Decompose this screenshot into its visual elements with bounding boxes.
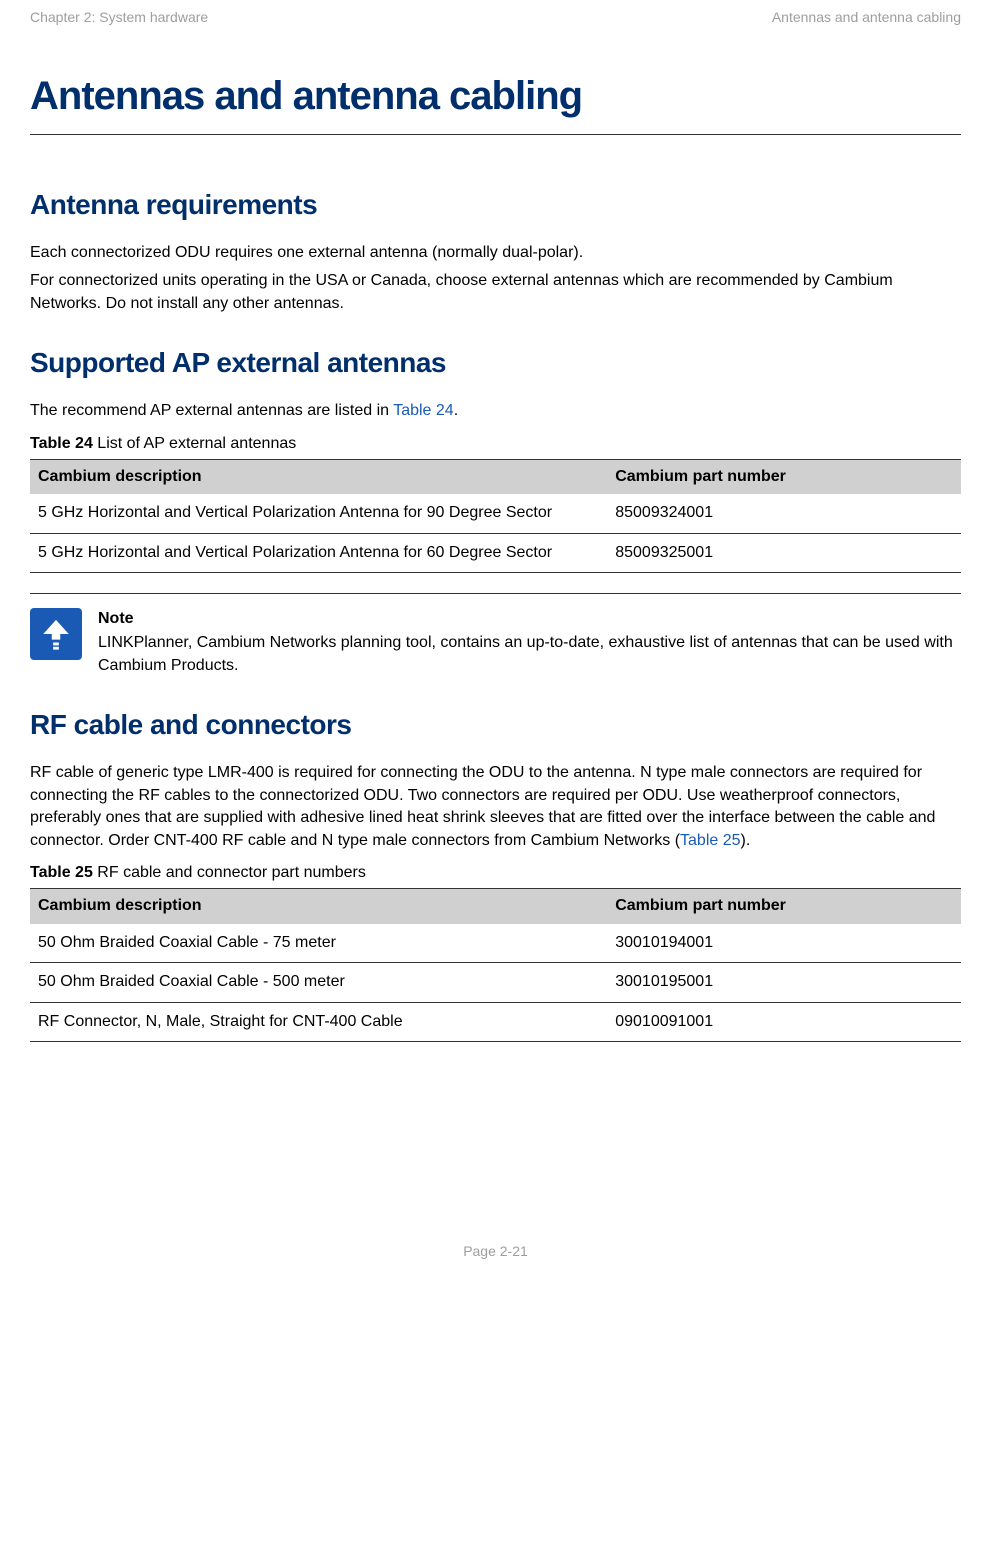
column-header: Cambium description (30, 459, 607, 494)
caption-number: Table 25 (30, 864, 93, 881)
column-header: Cambium part number (607, 459, 961, 494)
table-row: 5 GHz Horizontal and Vertical Polarizati… (30, 533, 961, 572)
table-ref-link[interactable]: Table 24 (393, 402, 454, 419)
table-cell: 85009324001 (607, 494, 961, 533)
note-label: Note (98, 608, 961, 630)
heading-supported-ap: Supported AP external antennas (30, 343, 961, 382)
table-cell: 30010194001 (607, 924, 961, 963)
note-body: Note LINKPlanner, Cambium Networks plann… (98, 608, 961, 677)
caption-number: Table 24 (30, 435, 93, 452)
table-cell: 09010091001 (607, 1002, 961, 1041)
table-cell: RF Connector, N, Male, Straight for CNT-… (30, 1002, 607, 1041)
paragraph: RF cable of generic type LMR-400 is requ… (30, 762, 961, 852)
table-ref-link[interactable]: Table 25 (680, 832, 741, 849)
table-row: 50 Ohm Braided Coaxial Cable - 75 meter3… (30, 924, 961, 963)
text: . (454, 402, 458, 419)
note-icon (30, 608, 82, 660)
table-header-row: Cambium description Cambium part number (30, 459, 961, 494)
table-rf-cable: Cambium description Cambium part number … (30, 888, 961, 1042)
paragraph: For connectorized units operating in the… (30, 270, 961, 315)
table-cell: 30010195001 (607, 963, 961, 1002)
table-row: RF Connector, N, Male, Straight for CNT-… (30, 1002, 961, 1041)
paragraph: The recommend AP external antennas are l… (30, 400, 961, 422)
table-caption: Table 25 RF cable and connector part num… (30, 862, 961, 884)
column-header: Cambium part number (607, 889, 961, 924)
table-cell: 85009325001 (607, 533, 961, 572)
table-body: 50 Ohm Braided Coaxial Cable - 75 meter3… (30, 924, 961, 1042)
antenna-icon (39, 617, 73, 651)
table-cell: 50 Ohm Braided Coaxial Cable - 500 meter (30, 963, 607, 1002)
table-header-row: Cambium description Cambium part number (30, 889, 961, 924)
antenna-requirements-body: Each connectorized ODU requires one exte… (30, 242, 961, 315)
table-row: 5 GHz Horizontal and Vertical Polarizati… (30, 494, 961, 533)
caption-text: RF cable and connector part numbers (93, 864, 366, 881)
header-right: Antennas and antenna cabling (772, 8, 961, 28)
note-text: LINKPlanner, Cambium Networks planning t… (98, 632, 961, 677)
table-cell: 50 Ohm Braided Coaxial Cable - 75 meter (30, 924, 607, 963)
table-ap-antennas: Cambium description Cambium part number … (30, 459, 961, 573)
table-caption: Table 24 List of AP external antennas (30, 433, 961, 455)
note-callout: Note LINKPlanner, Cambium Networks plann… (30, 593, 961, 677)
heading-rf-cable: RF cable and connectors (30, 705, 961, 744)
header-left: Chapter 2: System hardware (30, 8, 208, 28)
paragraph: Each connectorized ODU requires one exte… (30, 242, 961, 264)
table-cell: 5 GHz Horizontal and Vertical Polarizati… (30, 533, 607, 572)
column-header: Cambium description (30, 889, 607, 924)
text: The recommend AP external antennas are l… (30, 402, 393, 419)
page-footer: Page 2-21 (30, 1242, 961, 1282)
page-title: Antennas and antenna cabling (30, 68, 961, 135)
heading-antenna-requirements: Antenna requirements (30, 185, 961, 224)
text: RF cable of generic type LMR-400 is requ… (30, 764, 935, 848)
running-header: Chapter 2: System hardware Antennas and … (30, 0, 961, 68)
table-cell: 5 GHz Horizontal and Vertical Polarizati… (30, 494, 607, 533)
table-body: 5 GHz Horizontal and Vertical Polarizati… (30, 494, 961, 572)
caption-text: List of AP external antennas (93, 435, 296, 452)
text: ). (741, 832, 751, 849)
table-row: 50 Ohm Braided Coaxial Cable - 500 meter… (30, 963, 961, 1002)
